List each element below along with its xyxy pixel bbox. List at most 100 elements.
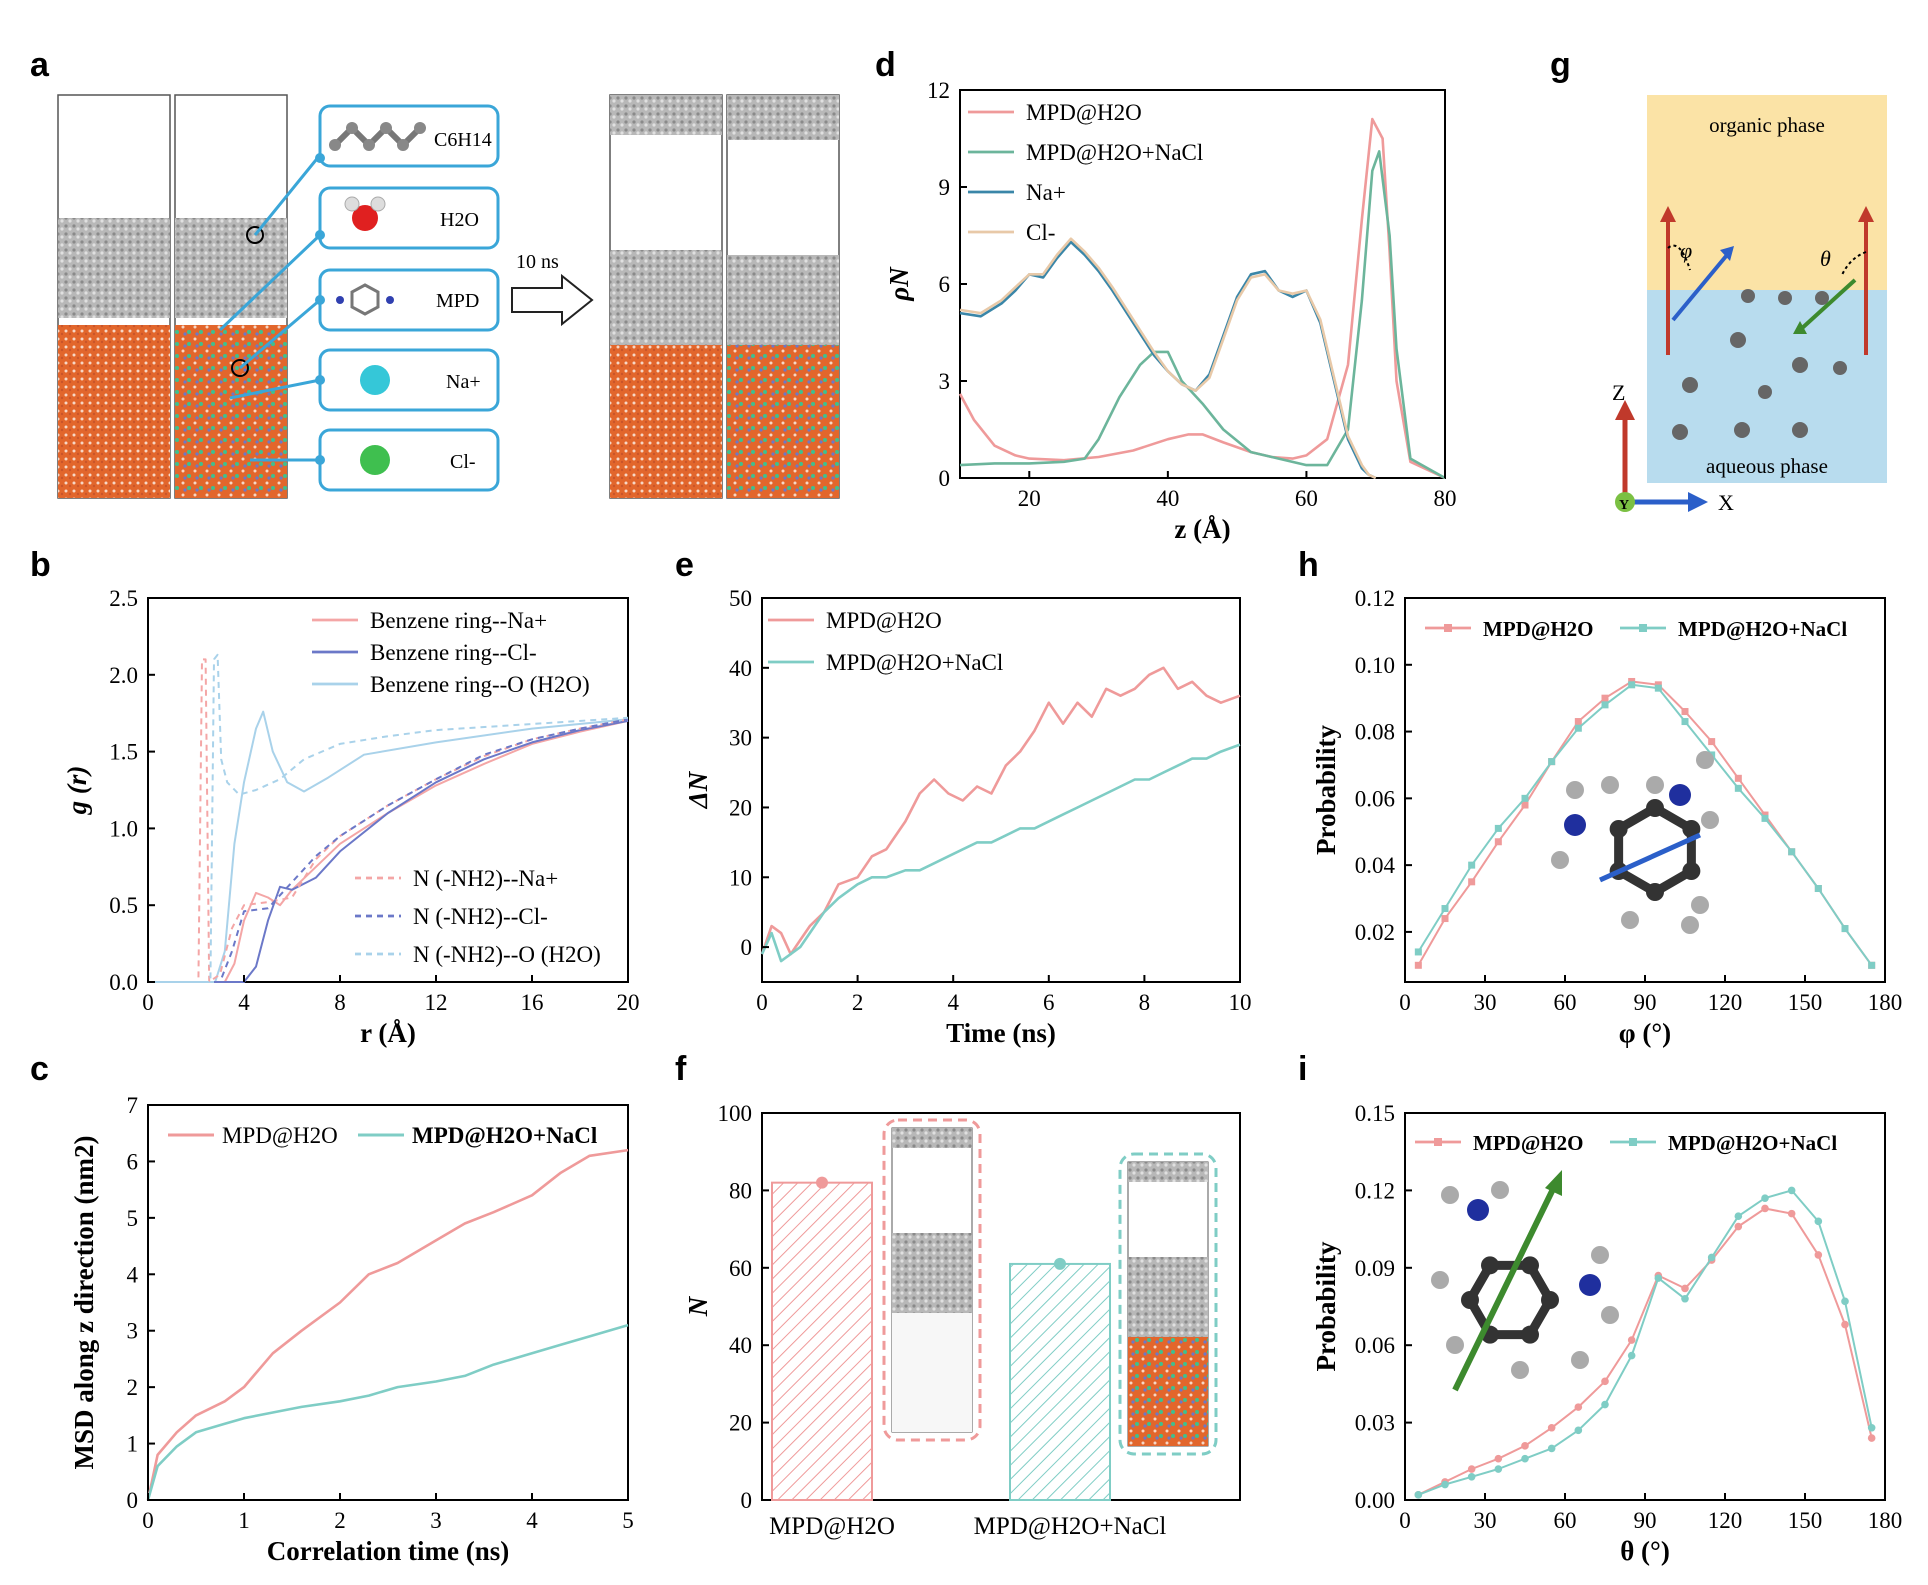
legend-label: MPD@H2O+NaCl bbox=[826, 650, 1003, 675]
data-point bbox=[1414, 1491, 1423, 1499]
y-axis-label: g (r) bbox=[62, 766, 92, 816]
y-tick-label: 0.12 bbox=[1355, 1178, 1395, 1203]
data-point bbox=[1494, 824, 1502, 832]
y-tick-label: 0.0 bbox=[109, 970, 138, 995]
legend-label: MPD@H2O bbox=[222, 1123, 338, 1148]
data-point bbox=[1734, 1212, 1743, 1220]
y-tick-label: 60 bbox=[729, 1256, 752, 1281]
data-point bbox=[1788, 848, 1796, 856]
series-line-3 bbox=[959, 237, 1377, 480]
x-tick-label: 2 bbox=[334, 1508, 346, 1533]
chart-d: d 20 40 60 80 0 3 6 9 12 z (Å) ρN MPD@H2O MPD@H2O+NaC… bbox=[875, 46, 1457, 544]
panel-label-d: d bbox=[875, 46, 896, 84]
carbon-atom bbox=[1541, 1291, 1559, 1309]
snapshot-organic-top bbox=[1128, 1162, 1208, 1182]
hydrogen-atom bbox=[1701, 811, 1719, 829]
hydrogen-atom bbox=[1441, 1186, 1459, 1204]
chart-e: e 0 2 4 6 8 10 0 10 20 30 40 50 Time (ns) ΔN MPD@H2O MPD… bbox=[675, 546, 1252, 1048]
carbon-atom bbox=[1646, 883, 1664, 901]
x-tick-label: 150 bbox=[1788, 1508, 1823, 1533]
data-point bbox=[1601, 1400, 1609, 1409]
data-point bbox=[1547, 1423, 1556, 1432]
data-point bbox=[1441, 1480, 1449, 1489]
x-tick-label: 60 bbox=[1295, 486, 1318, 511]
data-point bbox=[1761, 814, 1769, 822]
y-tick-label: 20 bbox=[729, 795, 752, 820]
legend-label: MPD@H2O+NaCl bbox=[1026, 140, 1203, 165]
x-axis-label: r (Å) bbox=[360, 1018, 416, 1048]
hydrogen-atom bbox=[1431, 1271, 1449, 1289]
x-tick-label: 1 bbox=[238, 1508, 250, 1533]
plot-frame bbox=[761, 1112, 1241, 1501]
callout-cl: Cl- bbox=[315, 428, 500, 492]
y-axis-label: Probability bbox=[1311, 1241, 1341, 1372]
x-tick-label: 30 bbox=[1474, 1508, 1497, 1533]
legend-label: MPD@H2O bbox=[1483, 617, 1594, 641]
y-tick-label: 2.5 bbox=[109, 586, 138, 611]
mpd-molecule-inset bbox=[1551, 751, 1719, 934]
data-point bbox=[1521, 1442, 1529, 1450]
y-tick-label: 0.08 bbox=[1355, 720, 1395, 745]
chart-b: b 0 4 8 12 16 20 0.0 0.5 1.0 1.5 2.0 2.5 r (Å) g (r) Be… bbox=[30, 546, 640, 1048]
snapshot-frame bbox=[1118, 1152, 1218, 1456]
carbon-atom bbox=[1682, 862, 1701, 880]
category-label: MPD@H2O+NaCl bbox=[974, 1513, 1167, 1540]
x-tick-label: 180 bbox=[1868, 990, 1903, 1015]
hydrogen-atom bbox=[1681, 916, 1699, 934]
x-axis-label: z (Å) bbox=[1174, 514, 1230, 544]
x-tick-label: 6 bbox=[1043, 990, 1055, 1015]
panel-label-c: c bbox=[30, 1050, 49, 1088]
plot-frame bbox=[1404, 597, 1886, 983]
series-line-1 bbox=[146, 1323, 629, 1501]
data-point bbox=[1574, 1426, 1583, 1435]
y-tick-label: 0.5 bbox=[109, 893, 138, 918]
carbon-atom bbox=[1521, 1325, 1539, 1344]
axis-z-label: Z bbox=[1612, 380, 1625, 405]
x-tick-label: 4 bbox=[526, 1508, 538, 1533]
x-tick-label: 90 bbox=[1634, 1508, 1657, 1533]
panel-label-e: e bbox=[675, 546, 694, 584]
hydrogen-atom bbox=[1571, 1351, 1589, 1369]
carbon-atom bbox=[1481, 1256, 1499, 1275]
panel-g: g organic phase aqueous phase φ θ bbox=[1550, 46, 1887, 515]
x-axis-label: θ (°) bbox=[1620, 1536, 1670, 1566]
y-tick-label: 1.0 bbox=[109, 816, 138, 841]
snapshot-aqueous bbox=[1128, 1337, 1208, 1446]
x-tick-label: 0 bbox=[142, 1508, 154, 1533]
bar bbox=[771, 1181, 873, 1502]
data-point bbox=[1787, 1186, 1796, 1195]
hydrogen-atom bbox=[1646, 776, 1664, 794]
legend-label: Benzene ring--Na+ bbox=[370, 608, 547, 633]
carbon-atom bbox=[1609, 820, 1628, 838]
benzene-ring bbox=[1614, 802, 1696, 898]
y-tick-label: 2 bbox=[127, 1375, 139, 1400]
legend-label: N (-NH2)--Cl- bbox=[413, 904, 548, 929]
panel-label-i: i bbox=[1298, 1050, 1307, 1088]
y-tick-label: 1.5 bbox=[109, 740, 138, 765]
phi-symbol: φ bbox=[1680, 238, 1692, 263]
y-axis-label: N bbox=[683, 1295, 713, 1317]
x-axis-label: φ (°) bbox=[1619, 1018, 1671, 1048]
legend-label: MPD@H2O+NaCl bbox=[1678, 617, 1847, 641]
chart-c: c 0 1 2 3 4 5 0 1 2 3 4 5 6 7 Correlation time (ns) MSD … bbox=[30, 1050, 634, 1566]
y-tick-label: 0.06 bbox=[1355, 786, 1395, 811]
series-line-0 bbox=[1417, 1207, 1873, 1496]
x-tick-label: 90 bbox=[1634, 990, 1657, 1015]
y-tick-label: 0.15 bbox=[1355, 1101, 1395, 1126]
data-point bbox=[1548, 758, 1556, 766]
x-tick-label: 0 bbox=[1399, 1508, 1411, 1533]
x-tick-label: 60 bbox=[1554, 1508, 1577, 1533]
callout-label-c6h14: C6H14 bbox=[434, 129, 492, 151]
data-point bbox=[1841, 1297, 1849, 1306]
aqueous-phase-label: aqueous phase bbox=[1706, 454, 1828, 478]
nitrogen-atom bbox=[1669, 784, 1691, 806]
y-axis-label: ΔN bbox=[683, 770, 713, 809]
orientation-arrowhead bbox=[1545, 1170, 1562, 1196]
data-point bbox=[1494, 1465, 1503, 1473]
y-tick-label: 0.10 bbox=[1355, 653, 1395, 678]
series-line-0 bbox=[146, 1148, 629, 1501]
callout-label-na: Na+ bbox=[446, 371, 481, 393]
coordinate-axes: Z X Y bbox=[1612, 380, 1734, 515]
initial-box-right bbox=[174, 94, 288, 499]
initial-box-left bbox=[57, 94, 171, 499]
